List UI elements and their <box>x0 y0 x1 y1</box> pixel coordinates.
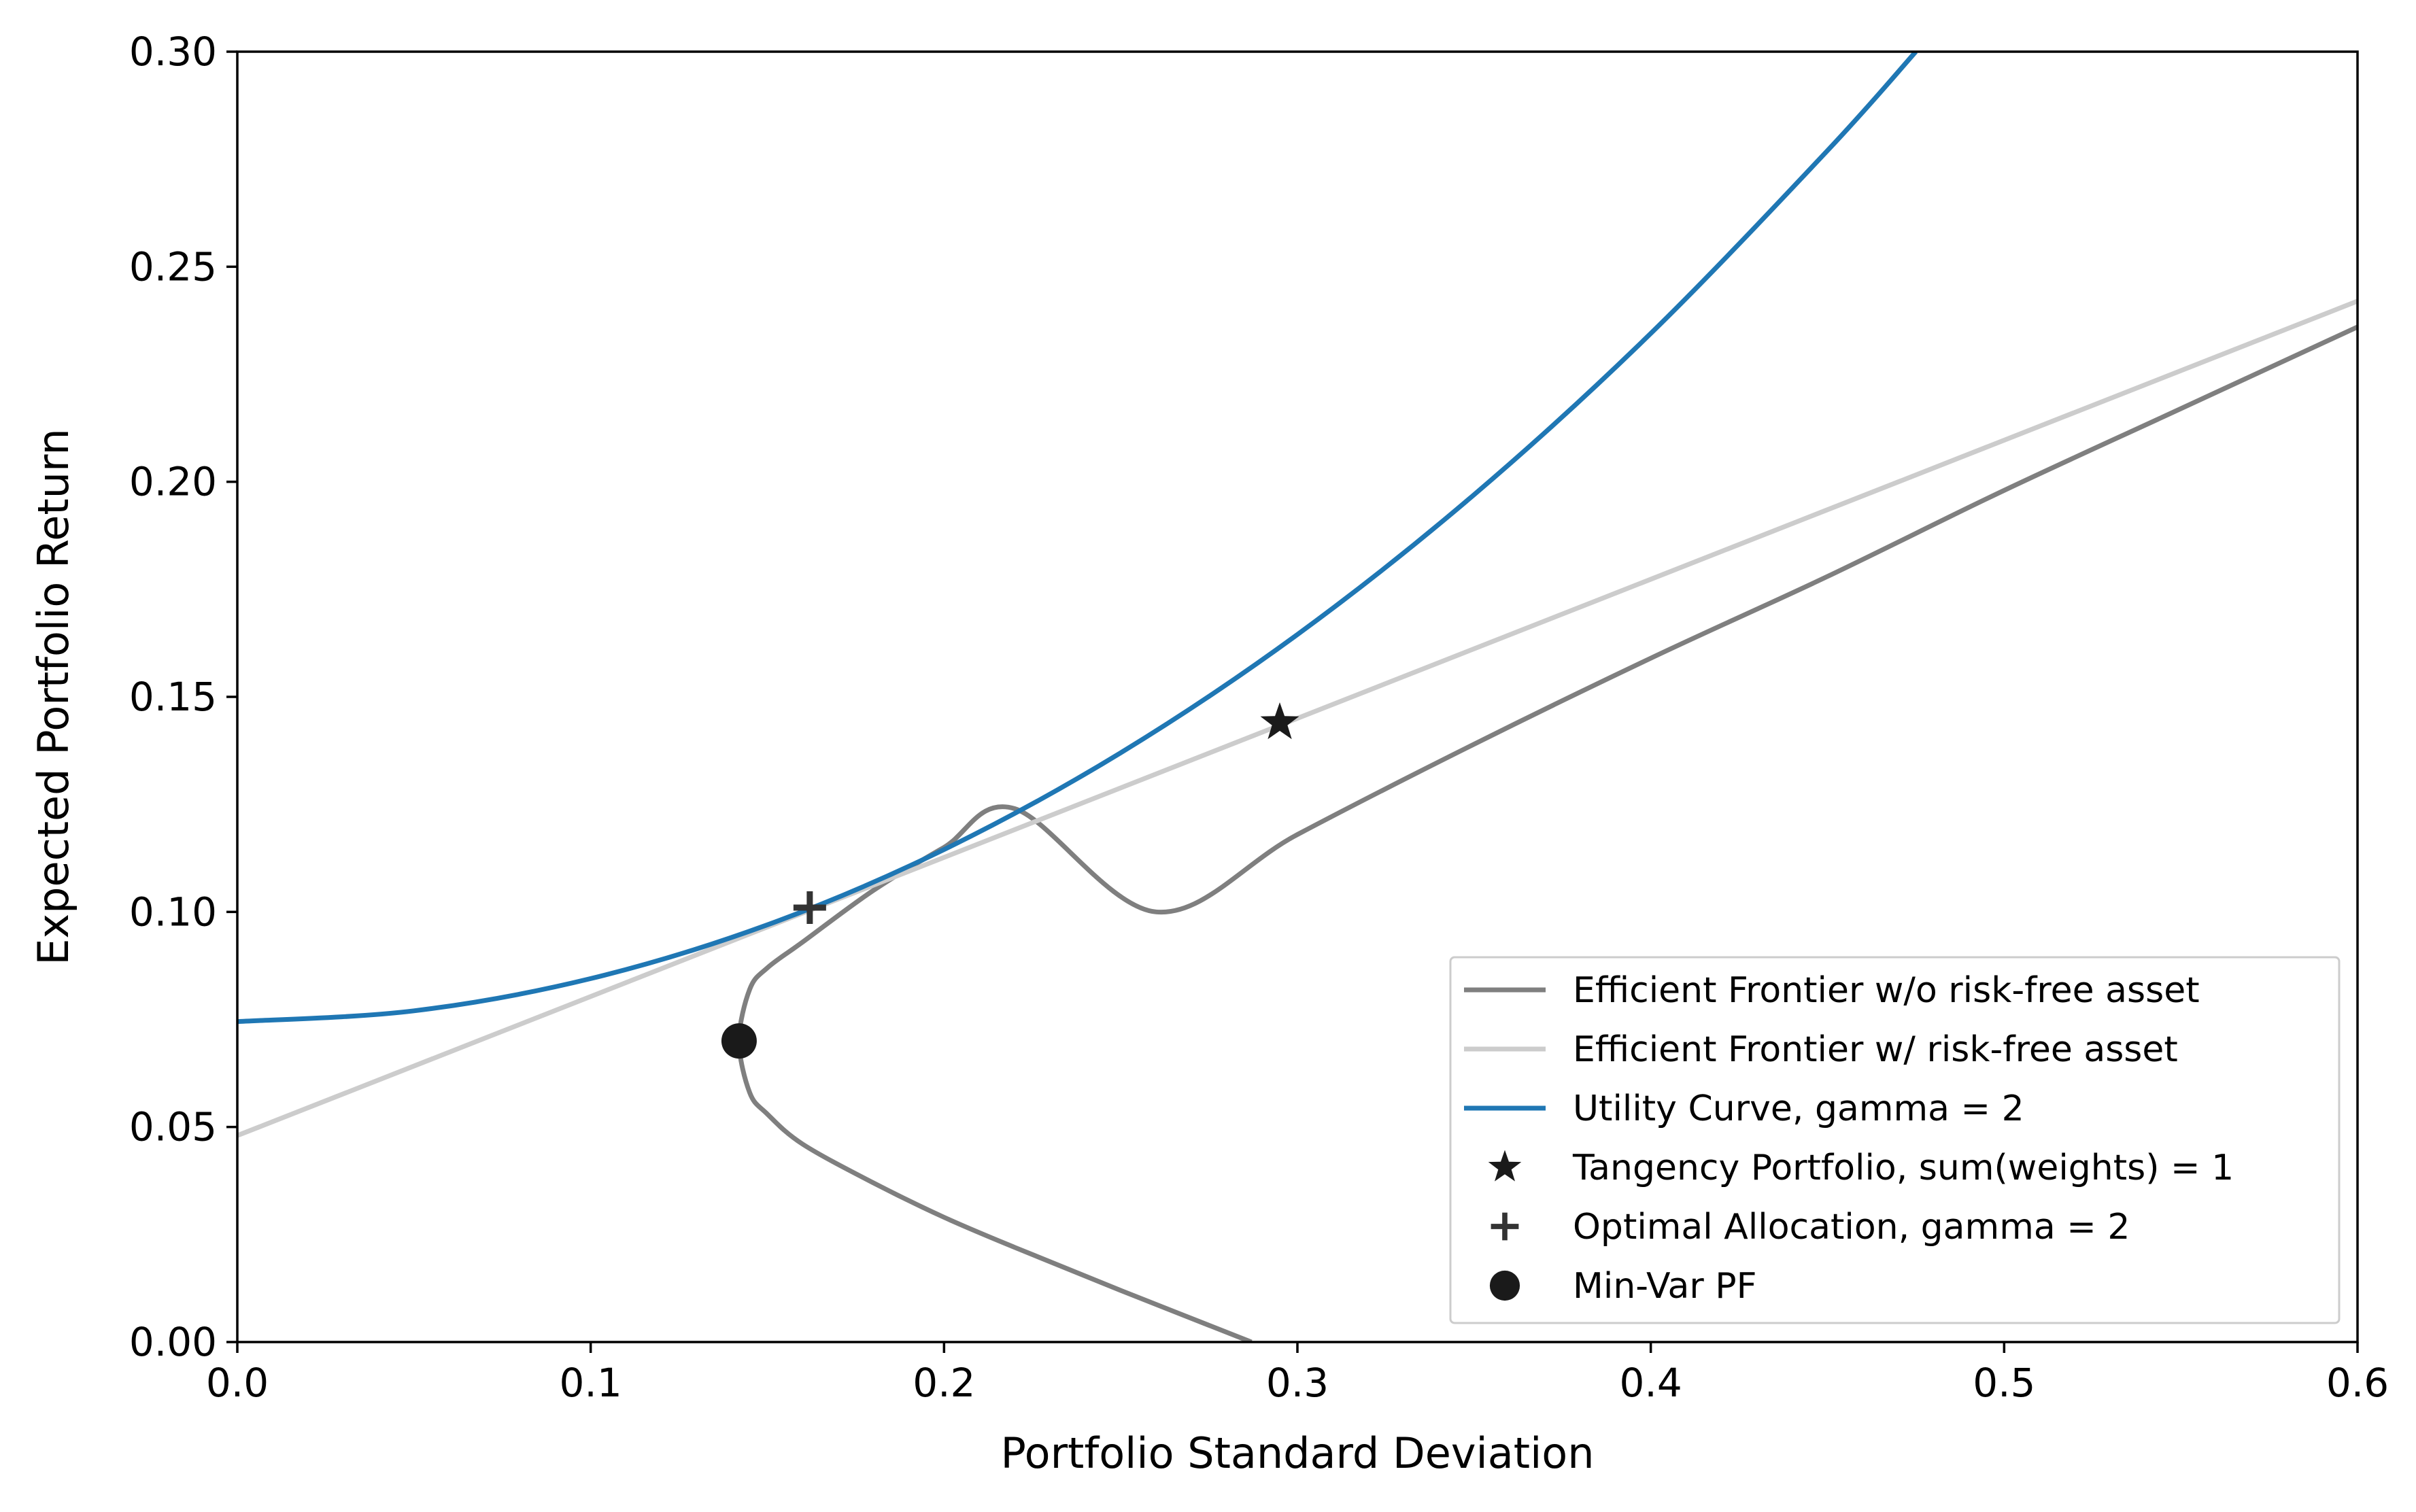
legend-box <box>1449 956 2341 1324</box>
x-tick-label: 0.2 <box>913 1360 975 1406</box>
legend-swatch <box>1488 1150 1522 1182</box>
y-tick-label: 0.05 <box>129 1104 217 1150</box>
legend-entry: Tangency Portfolio, sum(weights) = 1 <box>1488 1148 2234 1188</box>
legend-entry: Min-Var PF <box>1489 1266 1757 1307</box>
legend: Efficient Frontier w/o risk-free asset Ef… <box>1449 956 2341 1324</box>
x-tick-label: 0.6 <box>2326 1360 2389 1406</box>
y-tick-label: 0.25 <box>129 243 217 290</box>
legend-entry: Optimal Allocation, gamma = 2 <box>1491 1207 2130 1248</box>
legend-label: Tangency Portfolio, sum(weights) = 1 <box>1572 1148 2234 1188</box>
y-tick-label: 0.30 <box>129 29 217 75</box>
legend-entry: Efficient Frontier w/o risk-free asset <box>1464 970 2200 1011</box>
x-tick-label: 0.4 <box>1620 1360 1682 1406</box>
series-marker-4 <box>793 891 826 925</box>
legend-swatch <box>1491 1212 1519 1241</box>
y-tick-label: 0.10 <box>129 889 217 935</box>
x-tick-label: 0.5 <box>1973 1360 2035 1406</box>
series-marker-5 <box>721 1023 757 1059</box>
legend-entry: Efficient Frontier w/ risk-free asset <box>1464 1029 2178 1070</box>
series-line-1 <box>237 298 2358 1138</box>
legend-entry: Utility Curve, gamma = 2 <box>1464 1088 2024 1129</box>
series-line-2 <box>237 52 1918 1025</box>
legend-label: Optimal Allocation, gamma = 2 <box>1573 1207 2130 1248</box>
x-tick-label: 0.3 <box>1266 1360 1329 1406</box>
x-tick-label: 0.1 <box>560 1360 622 1406</box>
y-tick-label: 0.00 <box>129 1319 217 1365</box>
legend-label: Min-Var PF <box>1573 1266 1757 1307</box>
series-line-0 <box>736 324 2358 1342</box>
legend-label: Efficient Frontier w/ risk-free asset <box>1573 1029 2178 1070</box>
x-tick-label: 0.0 <box>206 1360 269 1406</box>
legend-label: Efficient Frontier w/o risk-free asset <box>1573 970 2200 1011</box>
y-tick-label: 0.20 <box>129 459 217 505</box>
series-marker-3 <box>1260 702 1299 740</box>
plot-area <box>237 52 2358 1342</box>
y-axis-title: Expected Portfolio Return <box>29 428 78 965</box>
legend-swatch <box>1489 1270 1520 1301</box>
axes: 0.0 0.1 0.2 0.3 0.4 0.5 0.6 0.00 0.05 0.10 0.15 0.2… <box>29 29 2389 1478</box>
y-tick-label: 0.15 <box>129 674 217 720</box>
x-axis-title: Portfolio Standard Deviation <box>1000 1428 1594 1478</box>
legend-label: Utility Curve, gamma = 2 <box>1573 1088 2024 1129</box>
